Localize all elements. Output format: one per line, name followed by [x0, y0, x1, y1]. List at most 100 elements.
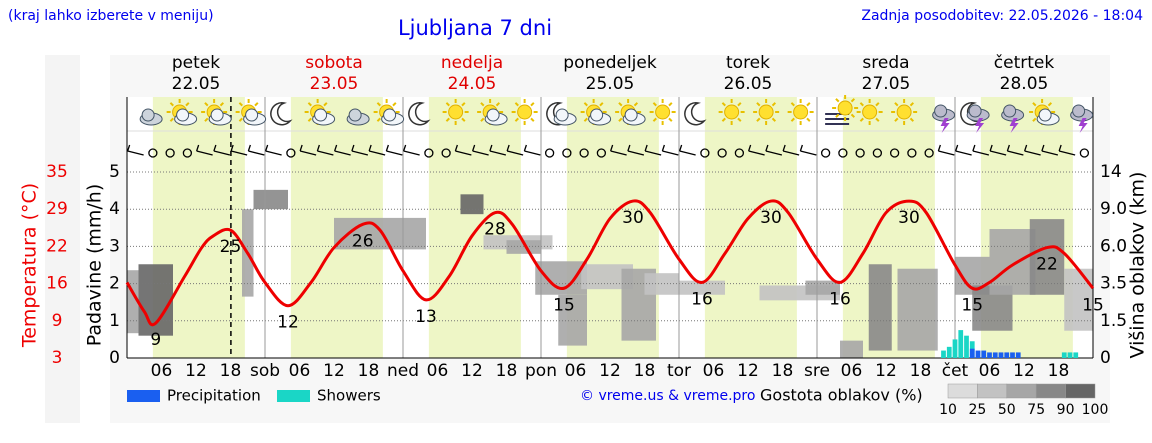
sun-ray	[737, 117, 742, 122]
bar-showers	[964, 335, 969, 358]
sun-ray	[1032, 102, 1037, 107]
day-abbr: tor	[667, 361, 691, 381]
wind-barb	[127, 150, 144, 156]
wind-calm	[424, 148, 434, 158]
weather-icon	[856, 99, 883, 125]
header-updated: Zadnja posodobitev: 22.05.2026 - 18:04	[861, 8, 1143, 24]
wind-barb	[334, 150, 351, 156]
weather-icon	[753, 99, 780, 125]
wind-barb	[679, 150, 696, 156]
sun	[724, 104, 740, 120]
sun-ray	[1032, 117, 1037, 122]
weather-icon	[442, 99, 469, 125]
y2-tick-label: 14	[1100, 162, 1122, 182]
sun-ray	[583, 117, 588, 122]
cloud	[176, 108, 190, 122]
wind-barb	[937, 144, 941, 152]
bar-showers	[941, 350, 946, 358]
weather-icon	[546, 102, 577, 126]
sun-ray	[652, 117, 657, 122]
sun-ray	[790, 117, 795, 122]
wind-barb	[955, 150, 972, 156]
sun-ray	[859, 117, 864, 122]
y2-tick-label: 6.0	[1100, 236, 1127, 256]
sun-ray	[756, 102, 761, 107]
day-date: 22.05	[172, 74, 221, 94]
wind-calm	[924, 148, 934, 158]
temp-tick-label: 16	[46, 274, 68, 294]
cloud	[968, 104, 982, 118]
wind-barb	[265, 144, 269, 152]
temp-tick-label: 35	[46, 162, 68, 182]
weather-icon	[1029, 99, 1060, 126]
wind-barb	[196, 150, 213, 156]
sun-ray	[254, 102, 259, 107]
cloud	[383, 108, 397, 122]
temp-label: 13	[415, 307, 437, 327]
x-tick-label: 06	[151, 361, 173, 381]
wind-barb	[1041, 150, 1059, 156]
day-abbr: sob	[250, 361, 280, 381]
sun-ray	[850, 113, 856, 118]
sun-ray	[480, 102, 485, 107]
bar-showers	[1067, 352, 1073, 358]
cloud-block	[460, 194, 484, 215]
sun-ray	[859, 102, 864, 107]
day-abbr: ned	[387, 361, 419, 381]
bar-showers	[1073, 352, 1079, 358]
legend-swatch	[277, 390, 310, 402]
wind-barb	[351, 150, 369, 156]
weather-icon	[235, 99, 267, 126]
temp-label: 16	[691, 289, 713, 309]
sun-ray	[721, 102, 726, 107]
temp-label: 9	[150, 330, 161, 350]
wind-barb	[472, 150, 489, 156]
cloud	[348, 108, 362, 122]
bar-showers	[952, 339, 958, 358]
wind-barb	[524, 150, 541, 156]
weather-icon	[1070, 104, 1094, 133]
cloud-block	[989, 229, 1036, 295]
cloud-legend-title: Gostota oblakov (%)	[760, 386, 923, 405]
credit: © vreme.us & vreme.pro	[580, 388, 755, 404]
cloud	[1038, 108, 1052, 122]
cloud-legend-box	[1035, 383, 1066, 399]
header-note: (kraj lahko izberete v meniju)	[8, 8, 214, 24]
cloud	[1003, 104, 1017, 118]
sun-ray	[875, 117, 880, 122]
wind-barb	[403, 144, 407, 152]
temp-tick-label: 9	[52, 311, 63, 331]
cloud	[590, 108, 604, 122]
weather-icon	[932, 104, 956, 133]
cloud-legend-box	[977, 383, 1008, 399]
cloud-legend-box	[1065, 383, 1096, 399]
wind-calm	[165, 148, 175, 158]
weather-icon	[304, 99, 336, 126]
bar-showers	[958, 330, 964, 358]
wind-barb	[1024, 144, 1028, 152]
y-tick-label: 4	[109, 199, 120, 219]
y-tick-label: 3	[109, 236, 120, 256]
sun-ray	[307, 117, 312, 122]
weather-icon	[825, 95, 859, 125]
wind-barb	[938, 150, 955, 156]
wind-barb	[230, 150, 248, 156]
wind-barb	[679, 144, 683, 152]
wind-barb	[972, 150, 990, 156]
y-tick-label: 0	[109, 348, 120, 368]
sun-ray	[790, 102, 795, 107]
wind-barb	[627, 150, 645, 156]
wind-barb	[403, 150, 420, 156]
weather-icon	[511, 99, 538, 125]
weather-icon	[615, 99, 646, 126]
sun-ray	[461, 102, 466, 107]
wind-barb	[454, 144, 458, 152]
x-tick-label: 06	[289, 361, 311, 381]
wind-barb	[213, 150, 231, 156]
wind-calm	[717, 148, 727, 158]
cloud-block	[897, 268, 938, 351]
wind-barb	[610, 150, 627, 156]
wind-barb	[489, 144, 493, 152]
cloud-legend-box	[1006, 383, 1037, 399]
